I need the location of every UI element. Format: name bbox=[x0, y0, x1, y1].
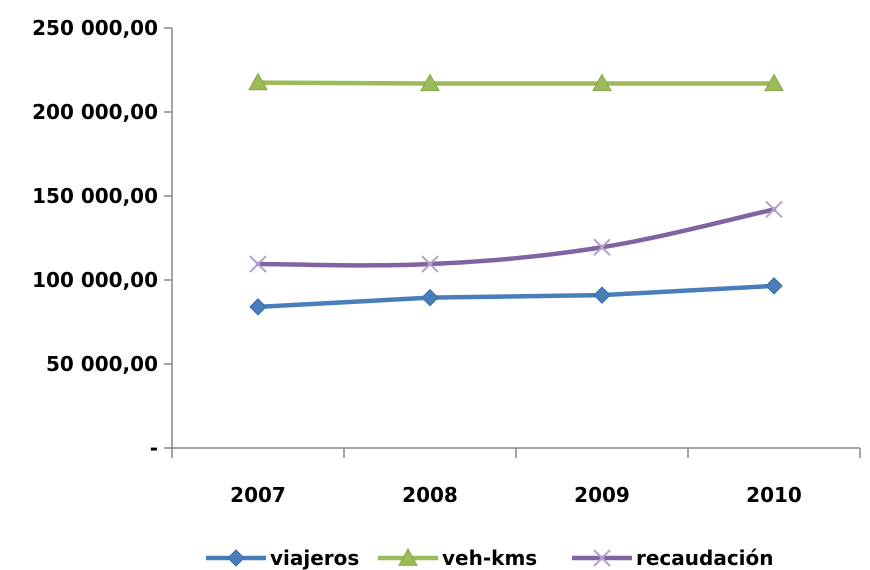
legend-label: recaudación bbox=[636, 546, 774, 570]
data-point-recaudación-2009 bbox=[593, 238, 611, 256]
y-tick-label: 50 000,00 bbox=[46, 352, 158, 376]
data-point-viajeros-2007 bbox=[249, 298, 267, 316]
data-point-viajeros-2010 bbox=[765, 277, 783, 295]
series-line-veh-kms bbox=[255, 80, 777, 86]
data-point-recaudación-2010 bbox=[765, 200, 783, 219]
legend-marker-viajeros bbox=[227, 549, 245, 567]
data-point-veh-kms-2010 bbox=[764, 73, 784, 92]
x-tick-label: 2007 bbox=[230, 483, 286, 507]
y-tick-label: - bbox=[150, 436, 158, 460]
chart-axes bbox=[164, 27, 861, 458]
series-layer bbox=[248, 72, 784, 316]
data-point-veh-kms-2009 bbox=[592, 73, 612, 92]
series-line-viajeros bbox=[255, 283, 777, 310]
x-tick-label: 2010 bbox=[746, 483, 802, 507]
legend-item-recaudación: recaudación bbox=[572, 546, 774, 570]
y-axis-tick-labels: - 50 000,00 100 000,00 150 000,00 200 000,00… bbox=[32, 16, 158, 460]
y-tick-label: 200 000,00 bbox=[32, 100, 158, 124]
legend-label: viajeros bbox=[270, 546, 359, 570]
y-tick-label: 250 000,00 bbox=[32, 16, 158, 40]
data-point-viajeros-2009 bbox=[593, 286, 611, 304]
y-tick-label: 150 000,00 bbox=[32, 184, 158, 208]
data-point-recaudación-2007 bbox=[249, 255, 267, 273]
data-point-viajeros-2008 bbox=[421, 288, 439, 307]
series-line-recaudación bbox=[255, 207, 777, 268]
series-viajeros bbox=[249, 277, 783, 316]
series-veh-kms bbox=[248, 72, 784, 92]
legend-marker-recaudación bbox=[593, 549, 611, 567]
legend-label: veh-kms bbox=[442, 546, 537, 570]
x-axis-tick-labels: 2007 2008 2009 2010 bbox=[230, 483, 802, 507]
legend-marker-veh-kms bbox=[398, 547, 418, 566]
data-point-veh-kms-2007 bbox=[248, 72, 268, 91]
legend-item-viajeros: viajeros bbox=[206, 546, 359, 570]
y-tick-label: 100 000,00 bbox=[32, 268, 158, 292]
data-point-veh-kms-2008 bbox=[420, 73, 440, 92]
x-tick-label: 2008 bbox=[402, 483, 458, 507]
x-tick-label: 2009 bbox=[574, 483, 630, 507]
legend-item-veh-kms: veh-kms bbox=[378, 546, 537, 570]
chart-legend: viajeros veh-kms recaudación bbox=[206, 546, 774, 570]
series-recaudación bbox=[249, 200, 783, 273]
data-point-recaudación-2008 bbox=[421, 255, 439, 273]
